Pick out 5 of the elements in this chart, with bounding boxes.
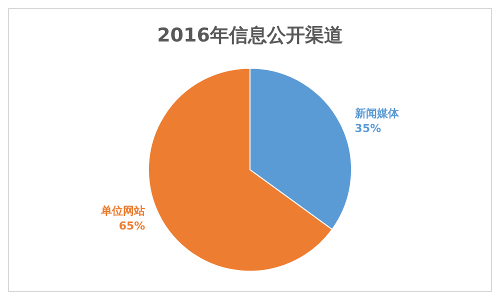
- data-label: 35%: [354, 122, 382, 135]
- slice-label: 新闻媒体: [354, 106, 400, 120]
- data-label: 65%: [118, 220, 146, 233]
- slice-label: 单位网站: [100, 204, 146, 218]
- chart-title: 2016年信息公开渠道: [157, 24, 343, 46]
